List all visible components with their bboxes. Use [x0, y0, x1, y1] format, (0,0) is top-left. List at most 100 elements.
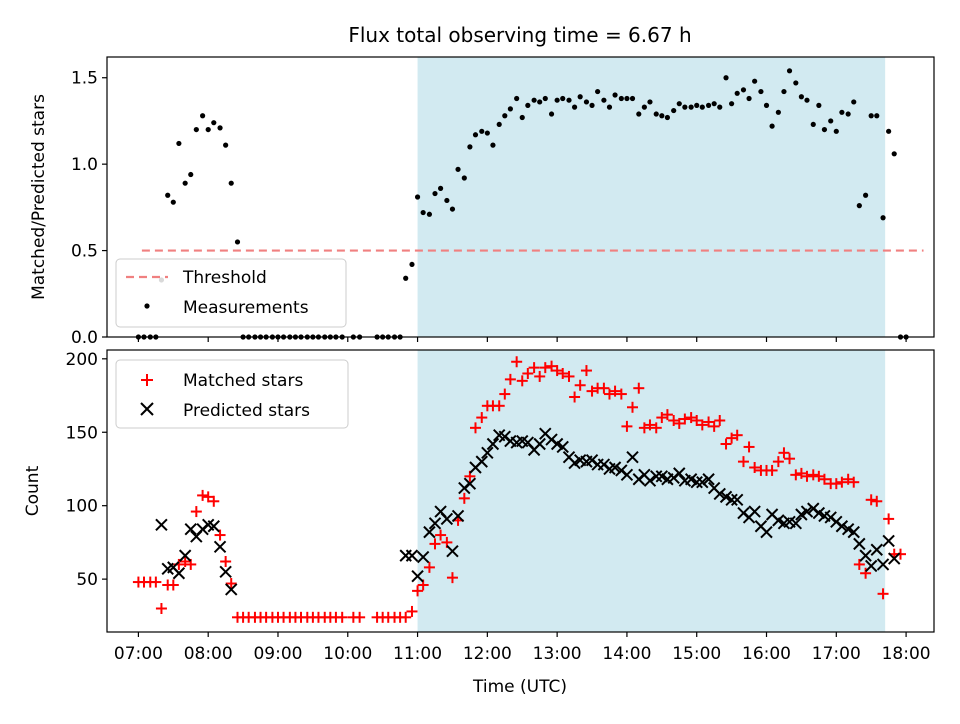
predicted-point-b: [207, 520, 220, 533]
measurement-point: [496, 121, 502, 128]
predicted-point: [800, 505, 814, 518]
predicted-point: [864, 559, 878, 573]
matched-point: [853, 558, 865, 570]
predicted-point: [696, 475, 709, 489]
x-tick-label: 13:00: [533, 644, 582, 664]
matched-point: [429, 538, 441, 550]
measurement-point: [711, 101, 717, 107]
predicted-point-b: [684, 473, 698, 486]
matched-legend-swatch: [141, 374, 153, 386]
matched-point: [615, 388, 627, 400]
predicted-point: [847, 525, 860, 539]
measurement-point: [583, 99, 590, 105]
measurement-point: [886, 128, 892, 134]
predicted-point: [475, 455, 488, 468]
bottom-y-tick-label: 50: [76, 570, 98, 590]
measurement-point: [752, 78, 758, 84]
predicted-point: [702, 473, 715, 486]
measurement-point: [705, 102, 712, 108]
matched-point: [830, 478, 842, 490]
measurement-point: [560, 95, 566, 102]
predicted-point: [446, 545, 459, 558]
predicted-point-b: [690, 475, 703, 489]
predicted-point: [178, 549, 192, 562]
predicted-point-b: [853, 537, 866, 551]
matched-point: [150, 576, 162, 588]
predicted-point: [725, 493, 738, 507]
matched-point: [784, 453, 796, 465]
measurement-point: [228, 180, 234, 186]
predicted-point-b: [225, 583, 238, 596]
predicted-point: [463, 477, 477, 490]
matched-point: [557, 368, 569, 379]
predicted-legend-label: Predicted stars: [183, 401, 310, 421]
predicted-point-b: [730, 493, 744, 507]
predicted-point: [789, 517, 803, 530]
measurement-point: [589, 102, 595, 108]
predicted-point-b: [533, 437, 546, 451]
predicted-point-b: [876, 558, 890, 571]
matched-point: [551, 365, 563, 377]
measurement-point: [444, 197, 450, 204]
matched-point: [656, 412, 668, 424]
measurement-point: [833, 128, 839, 134]
predicted-point-b: [673, 467, 686, 480]
predicted-point-b: [539, 427, 552, 440]
predicted-point-b: [405, 549, 419, 562]
predicted-point-b: [835, 520, 849, 533]
predicted-point-b: [562, 451, 576, 464]
predicted-point: [219, 565, 232, 578]
matched-point: [720, 438, 732, 450]
predicted-point: [690, 475, 703, 489]
measurements-legend-label: Measurements: [183, 298, 309, 318]
measurement-point: [531, 97, 537, 103]
matched-stars-series: [132, 356, 907, 623]
measurement-point: [188, 171, 194, 178]
measurement-point: [612, 92, 618, 98]
predicted-point-b: [702, 473, 715, 486]
measurement-point: [414, 194, 421, 200]
matched-point: [220, 556, 232, 567]
predicted-point-b: [725, 493, 738, 507]
x-tick-label: 12:00: [463, 644, 512, 664]
predicted-point: [608, 461, 622, 474]
predicted-point-b: [719, 490, 733, 504]
predicted-point-b: [800, 505, 814, 518]
predicted-point: [451, 509, 465, 523]
matched-point: [202, 491, 214, 503]
predicted-point: [835, 520, 849, 533]
predicted-point: [626, 451, 639, 464]
predicted-point: [556, 440, 569, 454]
matched-point: [836, 476, 848, 488]
predicted-point-b: [789, 517, 803, 530]
predicted-point-b: [167, 561, 180, 574]
matched-point: [574, 379, 586, 391]
matched-point: [476, 412, 488, 424]
matched-point: [336, 611, 348, 623]
matched-point: [842, 473, 854, 485]
measurement-point: [519, 114, 525, 121]
x-tick-label: 11:00: [393, 644, 442, 664]
predicted-point-b: [475, 455, 488, 468]
measurement-point: [775, 109, 781, 115]
predicted-point: [620, 468, 634, 482]
predicted-point: [481, 446, 494, 460]
measurement-point: [403, 275, 409, 281]
predicted-point-b: [655, 470, 669, 483]
matched-point: [633, 382, 645, 394]
matched-point: [650, 422, 662, 434]
predicted-point-b: [765, 508, 779, 521]
matched-point: [499, 388, 511, 400]
threshold-legend-label: Threshold: [182, 268, 267, 288]
matched-point: [661, 409, 673, 421]
top-legend-box: [115, 258, 347, 328]
measurement-point: [664, 114, 671, 121]
matched-point: [179, 556, 191, 567]
matched-point: [469, 422, 481, 434]
predicted-point-b: [760, 525, 773, 539]
top-y-tick-label: 1.0: [71, 155, 98, 175]
measurement-point: [804, 97, 810, 103]
predicted-point-b: [184, 522, 197, 536]
measurement-point: [717, 104, 723, 110]
predicted-point-b: [155, 518, 168, 531]
